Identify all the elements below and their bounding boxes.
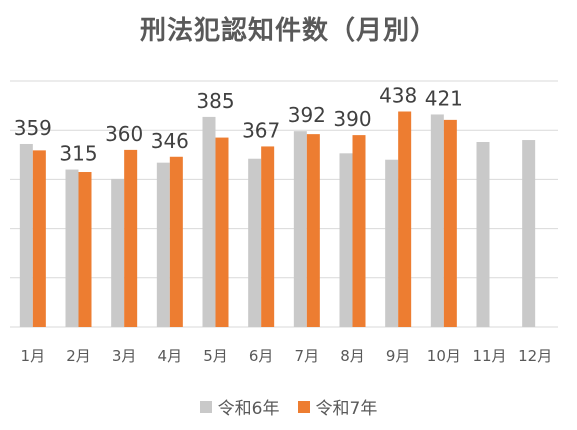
x-tick-label: 4月 xyxy=(158,347,183,365)
bar-令和6年-1月 xyxy=(19,143,33,327)
bar-令和6年-12月 xyxy=(522,140,536,327)
bar-令和7年-3月 xyxy=(124,149,138,327)
x-tick-label: 1月 xyxy=(21,347,46,365)
x-tick-label: 11月 xyxy=(472,347,506,365)
legend-swatch xyxy=(297,400,310,413)
x-tick-label: 9月 xyxy=(386,347,411,365)
data-label: 359 xyxy=(14,116,52,140)
x-tick-label: 5月 xyxy=(203,347,228,365)
data-label: 392 xyxy=(288,103,326,127)
legend-item: 令和6年 xyxy=(199,394,280,419)
data-label: 360 xyxy=(105,122,143,146)
legend-swatch xyxy=(199,400,212,413)
bar-令和7年-1月 xyxy=(32,150,46,327)
data-label: 346 xyxy=(151,129,189,153)
bar-令和7年-5月 xyxy=(215,137,229,327)
x-tick-label: 8月 xyxy=(340,347,365,365)
bar-令和6年-3月 xyxy=(111,178,125,327)
bar-令和6年-5月 xyxy=(202,116,216,327)
x-tick-label: 6月 xyxy=(249,347,274,365)
x-tick-label: 7月 xyxy=(295,347,320,365)
bar-令和6年-10月 xyxy=(430,114,444,328)
bar-令和6年-6月 xyxy=(248,158,262,327)
legend-item: 令和7年 xyxy=(297,394,378,419)
x-tick-label: 3月 xyxy=(112,347,137,365)
bar-令和7年-2月 xyxy=(78,172,92,327)
bar-令和6年-4月 xyxy=(156,162,170,327)
bar-令和6年-11月 xyxy=(476,142,490,327)
data-label: 438 xyxy=(379,84,417,108)
chart-title: 刑法犯認知件数（月別） xyxy=(139,16,437,46)
data-label: 390 xyxy=(333,107,371,131)
bar-令和6年-2月 xyxy=(65,169,79,327)
bar-令和6年-8月 xyxy=(339,153,353,327)
bar-令和7年-9月 xyxy=(398,111,412,327)
data-label: 315 xyxy=(59,142,97,166)
legend-label: 令和6年 xyxy=(217,399,280,419)
chart-legend: 令和6年 令和7年 xyxy=(0,394,577,419)
bar-令和7年-8月 xyxy=(352,135,366,327)
bar-令和7年-4月 xyxy=(169,156,183,327)
bar-令和7年-10月 xyxy=(443,119,457,327)
bar-令和7年-7月 xyxy=(306,134,320,327)
bar-令和7年-6月 xyxy=(261,146,275,327)
data-label: 367 xyxy=(242,118,280,142)
bar-令和6年-9月 xyxy=(385,159,399,327)
data-label: 385 xyxy=(196,89,234,113)
x-tick-label: 2月 xyxy=(66,347,91,365)
x-tick-label: 12月 xyxy=(518,347,552,365)
legend-label: 令和7年 xyxy=(315,399,378,419)
bar-令和6年-7月 xyxy=(293,131,307,327)
x-tick-label: 10月 xyxy=(427,347,461,365)
data-label: 421 xyxy=(425,86,463,110)
